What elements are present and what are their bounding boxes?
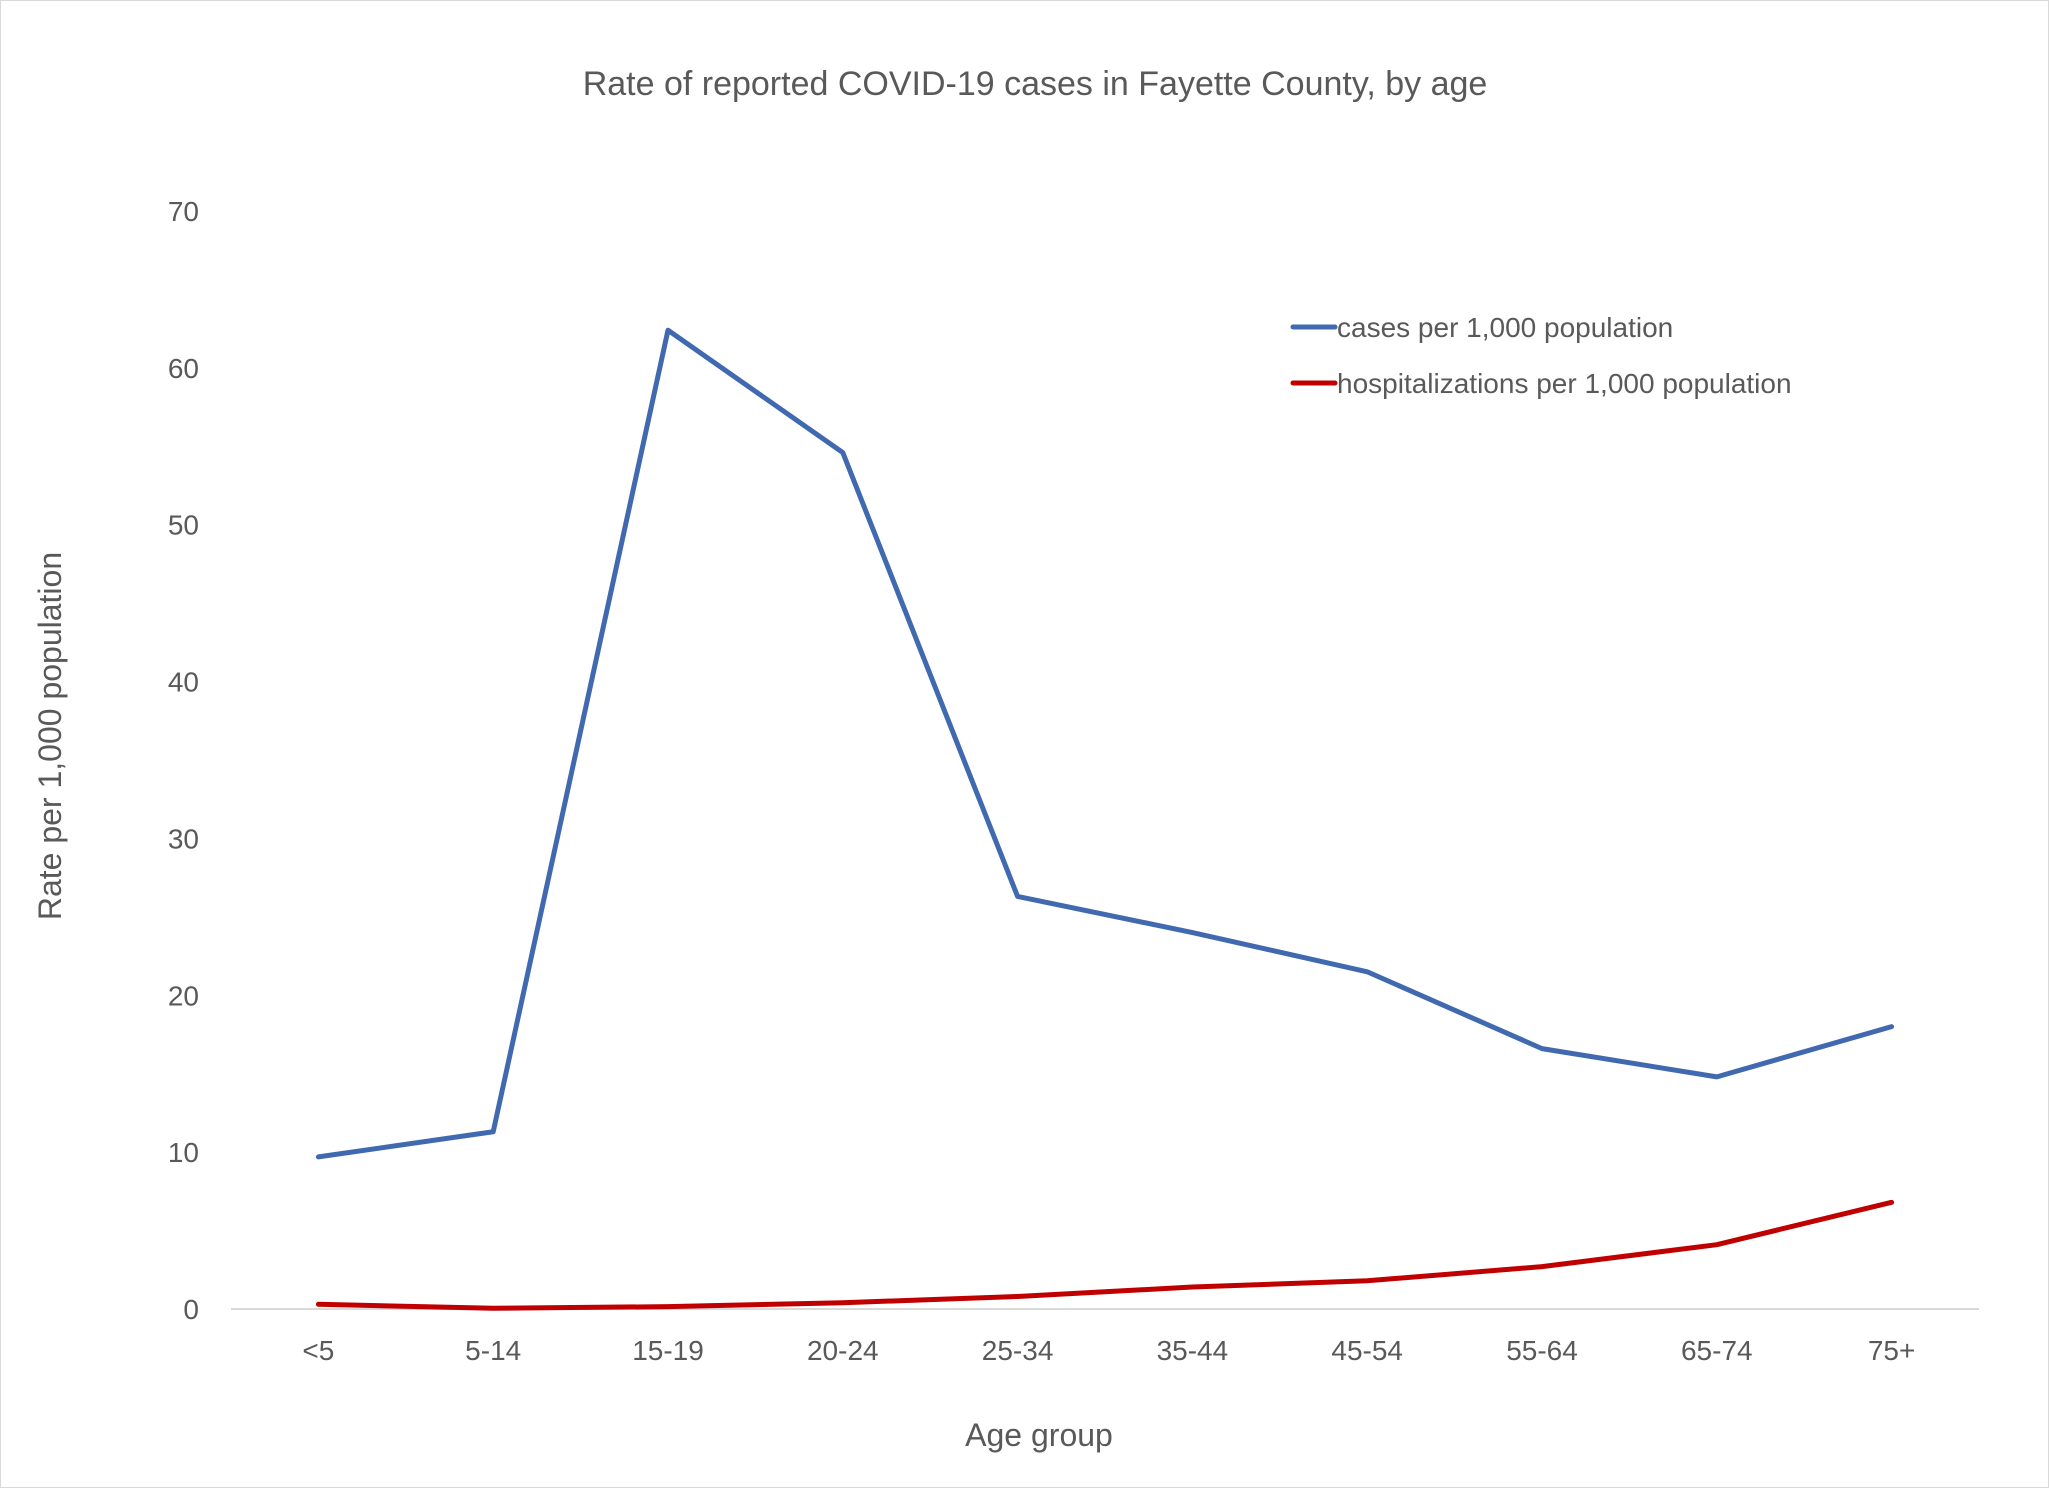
chart-title: Rate of reported COVID-19 cases in Fayet… bbox=[583, 65, 1488, 103]
x-tick-label: 75+ bbox=[1868, 1335, 1916, 1366]
y-tick-label: 60 bbox=[168, 353, 199, 384]
x-axis-ticks: <5 5-14 15-19 20-24 25-34 35-44 45-54 55-64 65-7… bbox=[302, 1335, 1915, 1366]
x-tick-label: 45-54 bbox=[1331, 1335, 1403, 1366]
y-tick-label: 40 bbox=[168, 667, 199, 698]
legend-label: cases per 1,000 population bbox=[1337, 312, 1673, 343]
y-tick-label: 0 bbox=[183, 1294, 199, 1325]
y-axis-ticks: 0 10 20 30 40 50 60 70 bbox=[168, 196, 199, 1325]
x-tick-label: 15-19 bbox=[632, 1335, 704, 1366]
x-tick-label: 65-74 bbox=[1681, 1335, 1753, 1366]
y-tick-label: 30 bbox=[168, 823, 199, 854]
x-axis-title: Age group bbox=[965, 1417, 1113, 1453]
x-tick-label: 55-64 bbox=[1506, 1335, 1578, 1366]
y-tick-label: 50 bbox=[168, 510, 199, 541]
cases-series-line bbox=[315, 327, 1895, 1160]
y-tick-label: 10 bbox=[168, 1137, 199, 1168]
y-tick-label: 20 bbox=[168, 980, 199, 1011]
y-axis-title: Rate per 1,000 population bbox=[32, 552, 68, 920]
hospitalizations-series-line bbox=[315, 1199, 1895, 1311]
x-tick-label: 5-14 bbox=[465, 1335, 521, 1366]
legend: cases per 1,000 population hospitalizatio… bbox=[1290, 312, 1792, 399]
x-tick-label: 20-24 bbox=[807, 1335, 879, 1366]
x-tick-label: 35-44 bbox=[1157, 1335, 1229, 1366]
series-lines bbox=[315, 327, 1895, 1311]
x-tick-label: <5 bbox=[302, 1335, 334, 1366]
x-tick-label: 25-34 bbox=[982, 1335, 1054, 1366]
y-tick-label: 70 bbox=[168, 196, 199, 227]
legend-label: hospitalizations per 1,000 population bbox=[1337, 368, 1792, 399]
